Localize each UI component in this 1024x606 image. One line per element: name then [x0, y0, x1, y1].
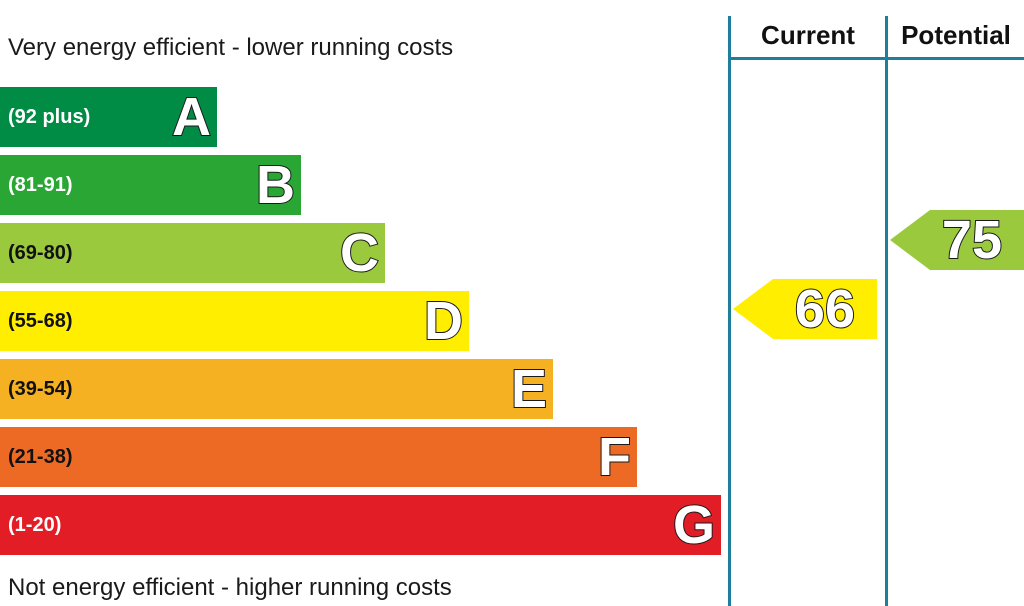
potential-column-header: Potential: [901, 20, 1011, 50]
bottom-caption: Not energy efficient - higher running co…: [8, 574, 452, 601]
band-g: (1-20) G: [0, 494, 721, 556]
band-f: (21-38) F: [0, 426, 637, 488]
band-letter: D: [423, 290, 464, 352]
band-range-label: (92 plus): [8, 106, 91, 128]
header-divider: [730, 57, 1024, 60]
band-b: (81-91) B: [0, 154, 301, 216]
band-letter: F: [597, 426, 632, 488]
band-letter: G: [672, 494, 716, 556]
current-rating-arrow: 66: [733, 279, 877, 339]
potential-rating-arrow: 75: [890, 210, 1024, 270]
band-letter: E: [510, 358, 548, 420]
band-range-label: (1-20): [8, 514, 62, 536]
band-letter: A: [171, 86, 212, 148]
band-letter: B: [255, 154, 296, 216]
band-c: (69-80) C: [0, 222, 385, 284]
band-range-label: (39-54): [8, 378, 73, 400]
band-letter: C: [339, 222, 380, 284]
band-range-label: (21-38): [8, 446, 73, 468]
top-caption: Very energy efficient - lower running co…: [8, 34, 454, 61]
band-range-label: (69-80): [8, 242, 73, 264]
band-d: (55-68) D: [0, 290, 469, 352]
current-rating-value: 66: [794, 279, 856, 339]
current-column-divider: [728, 16, 731, 606]
band-range-label: (81-91): [8, 174, 73, 196]
band-a: (92 plus) A: [0, 86, 217, 148]
band-e: (39-54) E: [0, 358, 553, 420]
current-column-header: Current: [761, 20, 855, 50]
band-range-label: (55-68): [8, 310, 73, 332]
potential-column-divider: [885, 16, 888, 606]
potential-rating-value: 75: [941, 210, 1003, 270]
